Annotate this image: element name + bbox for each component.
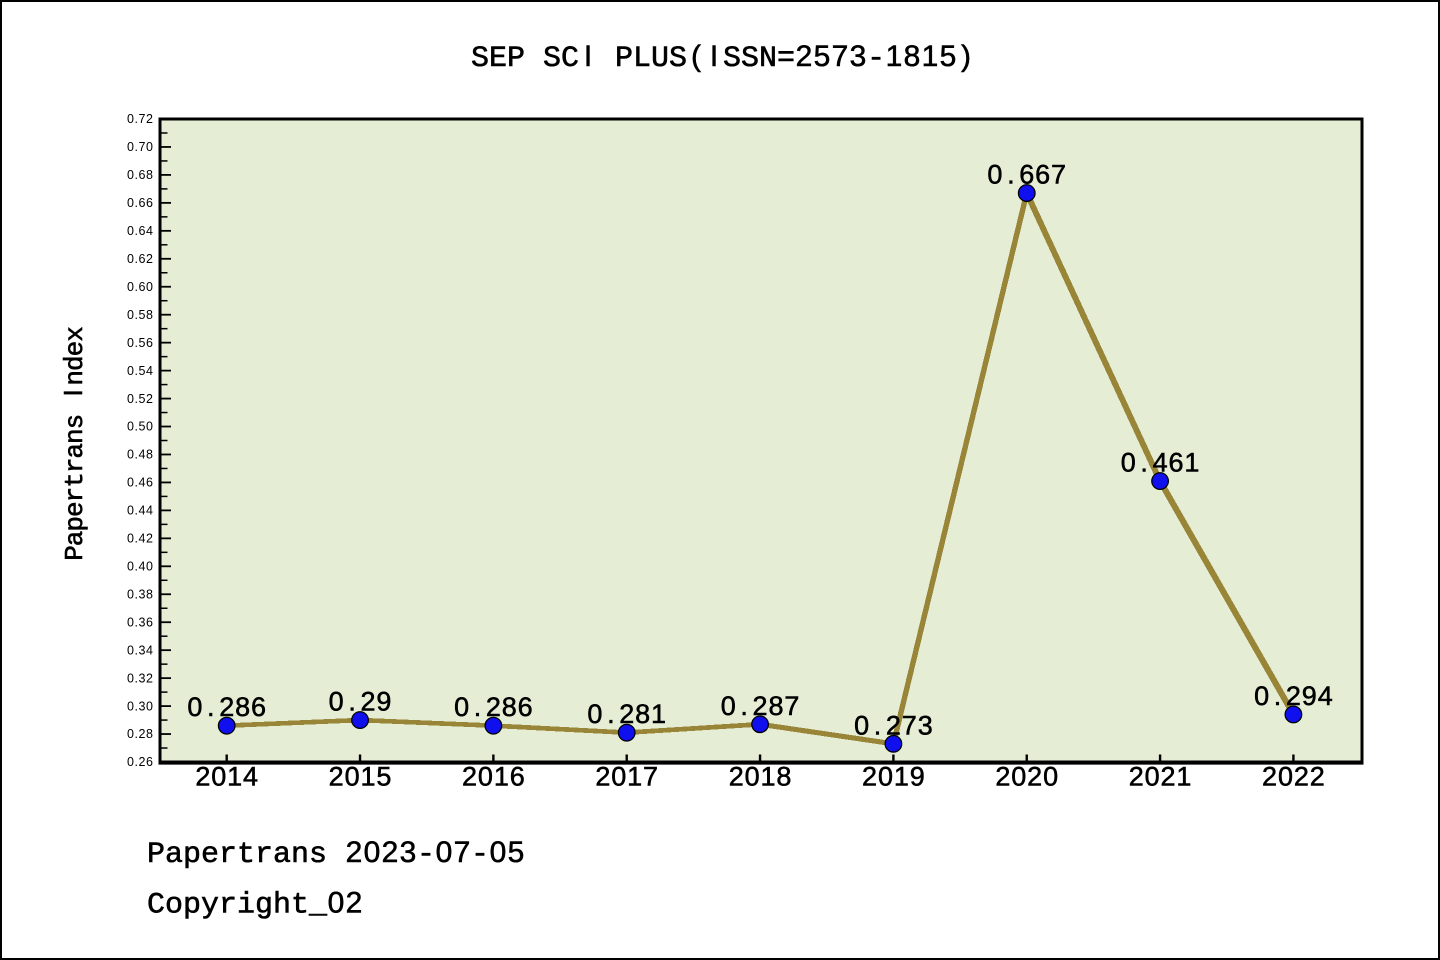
- svg-text:0.46: 0.46: [127, 476, 154, 490]
- svg-text:0.461: 0.461: [1121, 448, 1200, 478]
- svg-text:2016: 2016: [462, 762, 525, 792]
- svg-text:0.286: 0.286: [454, 692, 533, 722]
- svg-text:2020: 2020: [995, 762, 1058, 792]
- svg-text:0.287: 0.287: [721, 691, 800, 721]
- svg-text:0.50: 0.50: [127, 420, 154, 434]
- svg-text:0.44: 0.44: [127, 504, 154, 518]
- svg-text:2017: 2017: [595, 762, 658, 792]
- svg-text:0.60: 0.60: [127, 280, 154, 294]
- svg-text:2014: 2014: [195, 762, 258, 792]
- svg-text:Copyright_: Copyright_: [147, 889, 363, 923]
- svg-text:0.48: 0.48: [127, 448, 154, 462]
- svg-text:0.58: 0.58: [127, 308, 154, 322]
- svg-text:0.667: 0.667: [987, 160, 1066, 190]
- svg-text:2018: 2018: [729, 762, 792, 792]
- svg-text:0.30: 0.30: [127, 699, 154, 713]
- svg-text:0.32: 0.32: [127, 671, 154, 685]
- svg-text:0.281: 0.281: [587, 699, 666, 729]
- svg-text:2022: 2022: [1262, 762, 1325, 792]
- svg-text:I: I: [58, 390, 88, 396]
- svg-text:2021: 2021: [1129, 762, 1192, 792]
- svg-text:0.64: 0.64: [127, 224, 154, 238]
- svg-text:0.54: 0.54: [127, 364, 154, 378]
- svg-text:0.62: 0.62: [127, 252, 154, 266]
- svg-text:20230705: 20230705: [346, 836, 525, 869]
- svg-text:0.70: 0.70: [127, 140, 154, 154]
- svg-text:0.28: 0.28: [127, 727, 154, 741]
- svg-text:2015: 2015: [329, 762, 392, 792]
- svg-text:SEP SC PLUS SSN= -: SEP SC PLUS SSN= -: [471, 42, 975, 76]
- svg-text:0.68: 0.68: [127, 168, 154, 182]
- svg-text:Papertrans - -: Papertrans - -: [147, 838, 525, 872]
- svg-text:0.294: 0.294: [1254, 681, 1333, 711]
- svg-text:0.42: 0.42: [127, 532, 154, 546]
- svg-text:02: 02: [328, 887, 363, 920]
- svg-text:0.52: 0.52: [127, 392, 154, 406]
- svg-text:0.286: 0.286: [187, 692, 266, 722]
- svg-text:0.29: 0.29: [329, 687, 392, 717]
- svg-text:Papertrans ndex: Papertrans ndex: [60, 327, 90, 561]
- svg-text:0.36: 0.36: [127, 615, 154, 629]
- svg-text:0.38: 0.38: [127, 587, 154, 601]
- svg-text:0.56: 0.56: [127, 336, 154, 350]
- svg-text:0.26: 0.26: [127, 755, 154, 769]
- svg-text:0.40: 0.40: [127, 560, 154, 574]
- svg-text:0.72: 0.72: [127, 112, 154, 126]
- svg-text:0.66: 0.66: [127, 196, 154, 210]
- svg-text:0.34: 0.34: [127, 643, 154, 657]
- svg-text:0.273: 0.273: [854, 710, 933, 740]
- svg-text:2019: 2019: [862, 762, 925, 792]
